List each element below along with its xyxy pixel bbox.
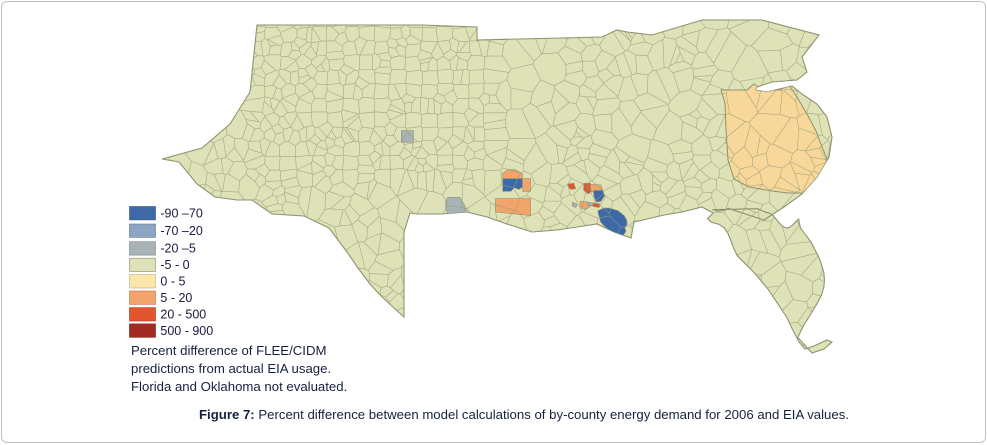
svg-text:Percent difference of FLEE/CID: Percent difference of FLEE/CIDM (131, 343, 326, 358)
svg-text:Florida and Oklahoma not evalu: Florida and Oklahoma not evaluated. (131, 379, 347, 394)
svg-text:0 - 5: 0 - 5 (160, 275, 185, 289)
svg-text:-90 –70: -90 –70 (160, 207, 202, 221)
svg-text:-5 - 0: -5 - 0 (160, 258, 189, 272)
svg-text:5 - 20: 5 - 20 (160, 291, 192, 305)
svg-text:predictions from actual EIA us: predictions from actual EIA usage. (131, 361, 331, 376)
svg-text:-70 –20: -70 –20 (160, 224, 202, 238)
svg-text:500 - 900: 500 - 900 (160, 324, 213, 338)
svg-text:20 - 500: 20 - 500 (160, 308, 206, 322)
svg-text:Figure 7: Percent difference b: Figure 7: Percent difference between mod… (199, 407, 849, 422)
svg-text:-20 –5: -20 –5 (160, 242, 195, 256)
